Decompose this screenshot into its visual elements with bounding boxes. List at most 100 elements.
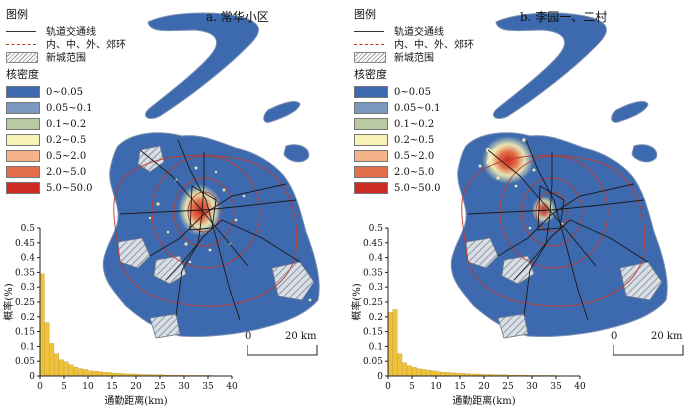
density-swatch (354, 134, 388, 146)
newtown-songjiang (153, 255, 187, 285)
y-tick-label: 0 (377, 372, 383, 382)
y-tick-label: 0.3 (369, 283, 384, 293)
scale-label: 20 km (285, 331, 317, 342)
x-tick-label: 25 (154, 382, 166, 392)
density-class-row: 0.2~0.5 (6, 132, 126, 148)
histogram-bar (431, 370, 436, 377)
density-class-label: 0~0.05 (394, 86, 432, 98)
scale-label: 20 km (651, 331, 683, 342)
density-class-row: 0~0.05 (354, 84, 474, 100)
map-legend: 图例 轨道交通线 内、中、外、郊环 新城范围 核密度 0~0.05 0.05~0.… (354, 6, 474, 196)
histogram-bar (426, 369, 431, 377)
hengsha-island (631, 144, 658, 163)
histogram-bar (397, 353, 403, 377)
x-tick-label: 30 (178, 382, 190, 392)
histogram-bar (407, 365, 412, 377)
changxing-island (611, 101, 649, 123)
ring-line-icon (6, 43, 36, 45)
histogram-bar (402, 362, 407, 377)
panel-liyuan: b. 李园一、二村 图例 轨道交通线 内、中、外、郊环 新城范围 核密度 0~0… (348, 0, 696, 412)
y-axis-label: 概率(%) (2, 283, 15, 320)
y-tick-label: 0.45 (363, 239, 383, 249)
density-swatch (6, 182, 40, 194)
density-class-label: 0.5~2.0 (394, 150, 435, 162)
histogram-bar (92, 371, 98, 377)
density-class-row: 0.5~2.0 (354, 148, 474, 164)
histogram-bar (87, 370, 93, 377)
scale-zero: 0 (611, 331, 618, 342)
map-liyuan (450, 12, 668, 339)
density-swatch (354, 182, 388, 194)
x-tick-label: 15 (106, 382, 118, 392)
density-swatch (6, 102, 40, 114)
density-class-label: 0~0.05 (46, 86, 84, 98)
histogram-bar (78, 368, 83, 377)
density-class-row: 2.0~5.0 (354, 164, 474, 180)
histogram-bar (39, 273, 45, 377)
panel-changhua: a. 常华小区 图例 轨道交通线 内、中、外、郊环 新城范围 核密度 0~0.0… (2, 6, 320, 407)
rail-line-icon (6, 30, 36, 32)
rail-lines (467, 139, 649, 321)
density-swatch (6, 86, 40, 98)
ring-line-icon (354, 43, 384, 45)
density-class-row: 0.05~0.1 (354, 100, 474, 116)
rail-line-icon (354, 30, 384, 32)
density-class-label: 2.0~5.0 (394, 166, 435, 178)
density-class-row: 0.05~0.1 (6, 100, 126, 116)
density-swatch (354, 166, 388, 178)
density-class-label: 0.1~0.2 (394, 118, 435, 130)
histogram-bar (63, 361, 69, 377)
x-tick-label: 20 (478, 382, 490, 392)
legend-rings: 内、中、外、郊环 (6, 37, 126, 51)
rail-lines (119, 139, 301, 321)
density-class-label: 0.05~0.1 (394, 102, 441, 114)
density-classes: 0~0.05 0.05~0.1 0.1~0.2 0.2~0.5 0.5~2.0 2.0~5… (6, 84, 126, 196)
density-swatch (354, 86, 388, 98)
y-tick-label: 0.5 (369, 224, 384, 234)
density-swatch (6, 134, 40, 146)
y-tick-label: 0.45 (15, 239, 35, 249)
histogram-bar (59, 359, 64, 377)
x-axis-label: 通勤距离(km) (452, 394, 515, 407)
density-class-row: 0.2~0.5 (354, 132, 474, 148)
density-heading: 核密度 (6, 68, 39, 81)
density-class-row: 0.1~0.2 (354, 116, 474, 132)
density-class-label: 0.2~0.5 (394, 134, 435, 146)
chongming-island (493, 12, 607, 119)
legend-rings: 内、中、外、郊环 (354, 37, 474, 51)
x-axis-label: 通勤距离(km) (104, 394, 167, 407)
x-tick-label: 0 (37, 382, 43, 392)
density-swatch (354, 102, 388, 114)
density-class-label: 0.05~0.1 (46, 102, 93, 114)
x-tick-label: 20 (130, 382, 142, 392)
y-tick-label: 0.1 (369, 342, 383, 352)
panel-title: a. 常华小区 (206, 10, 269, 24)
y-tick-label: 0.2 (369, 313, 383, 323)
histogram-bar (44, 322, 50, 377)
histogram-bar (392, 309, 398, 377)
density-swatch (6, 150, 40, 162)
y-tick-label: 0.2 (21, 313, 35, 323)
density-class-label: 5.0~50.0 (394, 182, 441, 194)
legend-heading: 图例 (6, 8, 28, 21)
commute-histogram: 0 0.05 0.1 0.15 0.2 0.25 0.3 0.35 0.4 0.45 0.5 0 5 10… (350, 224, 586, 407)
map-legend: 图例 轨道交通线 内、中、外、郊环 新城范围 核密度 0~0.05 0.05~0.… (6, 6, 126, 196)
y-tick-label: 0 (29, 372, 35, 382)
hatch-icon (6, 51, 38, 63)
panel-title: b. 李园一、二村 (520, 10, 608, 24)
x-tick-label: 5 (409, 382, 415, 392)
density-class-label: 0.2~0.5 (46, 134, 87, 146)
density-class-row: 0~0.05 (6, 84, 126, 100)
histogram-bar (416, 368, 422, 377)
histogram-bar (97, 371, 103, 377)
legend-newtown: 新城范围 (6, 50, 126, 64)
commute-histogram: 0 0.05 0.1 0.15 0.2 0.25 0.3 0.35 0.4 0.45 0.5 0 5 10… (2, 224, 238, 407)
histogram-bar (83, 369, 88, 377)
x-tick-label: 15 (454, 382, 466, 392)
map-changhua (102, 12, 320, 339)
density-class-label: 0.5~2.0 (46, 150, 87, 162)
density-classes: 0~0.05 0.05~0.1 0.1~0.2 0.2~0.5 0.5~2.0 2.0~5… (354, 84, 474, 196)
density-swatch (354, 150, 388, 162)
legend-heading: 图例 (354, 8, 376, 21)
density-class-row: 0.1~0.2 (6, 116, 126, 132)
